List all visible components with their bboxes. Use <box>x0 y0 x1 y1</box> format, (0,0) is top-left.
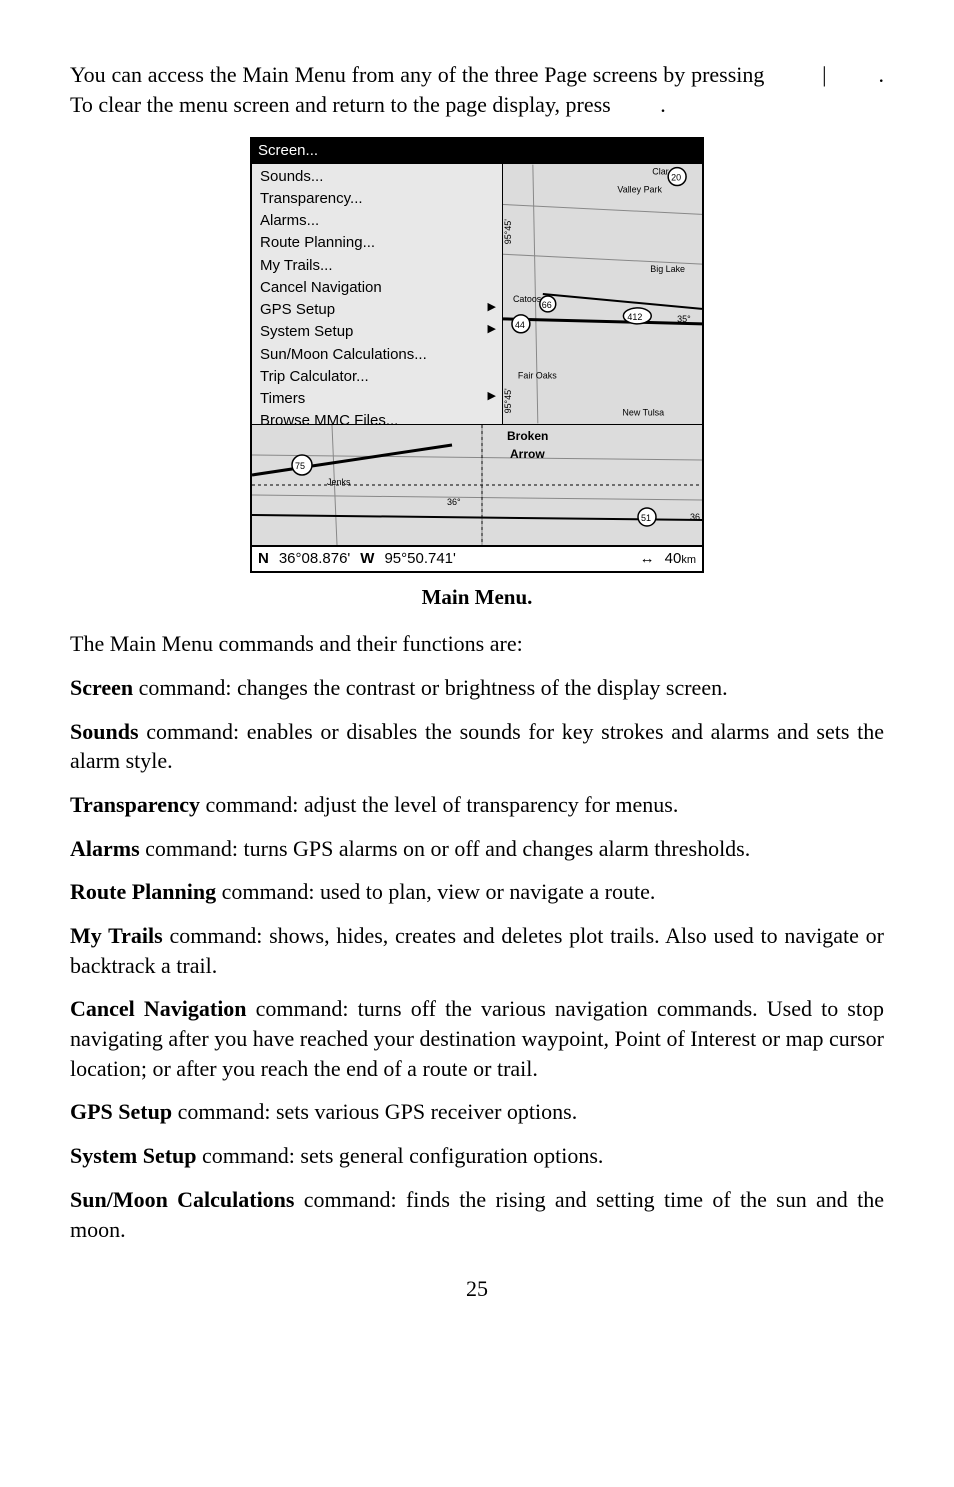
menu-item[interactable]: My Trails... <box>252 255 502 277</box>
status-unit: km <box>681 554 696 566</box>
cmd-system-name: System Setup <box>70 1143 197 1168</box>
svg-text:44: 44 <box>515 319 525 329</box>
svg-text:New Tulsa: New Tulsa <box>622 407 664 417</box>
menu-item[interactable]: Timers▶ <box>252 388 502 410</box>
menu-item[interactable]: Alarms... <box>252 210 502 232</box>
cmd-screen-name: Screen <box>70 675 133 700</box>
status-arrow-icon: ↔ <box>640 549 655 569</box>
menu-item[interactable]: Route Planning... <box>252 232 502 254</box>
svg-text:Broken: Broken <box>507 429 548 443</box>
svg-text:Fair Oaks: Fair Oaks <box>518 370 557 380</box>
body-intro: The Main Menu commands and their functio… <box>70 629 884 659</box>
cmd-cancel-name: Cancel Navigation <box>70 996 247 1021</box>
svg-text:Big Lake: Big Lake <box>650 264 685 274</box>
cmd-route: Route Planning command: used to plan, vi… <box>70 877 884 907</box>
intro-text-3b: . <box>660 92 666 117</box>
svg-text:Arrow: Arrow <box>510 447 545 461</box>
intro-text-3a: display, press <box>492 92 610 117</box>
statusbar: N 36°08.876' W 95°50.741' ↔ 40km <box>252 545 702 571</box>
intro-paragraph: You can access the Main Menu from any of… <box>70 60 884 119</box>
cmd-trails-desc: command: shows, hides, creates and delet… <box>70 923 884 978</box>
svg-text:20: 20 <box>671 172 681 182</box>
map-lower: Broken Arrow Jenks 75 51 36° 36 <box>252 424 702 545</box>
svg-text:36: 36 <box>690 512 700 522</box>
cmd-screen: Screen command: changes the contrast or … <box>70 673 884 703</box>
cmd-route-name: Route Planning <box>70 879 216 904</box>
screenshot-container: Screen... Sounds...Transparency...Alarms… <box>70 137 884 573</box>
cmd-trails: My Trails command: shows, hides, creates… <box>70 921 884 980</box>
menu-titlebar: Screen... <box>252 139 702 163</box>
cmd-gps: GPS Setup command: sets various GPS rece… <box>70 1097 884 1127</box>
menu-item[interactable]: GPS Setup▶ <box>252 299 502 321</box>
cmd-alarms: Alarms command: turns GPS alarms on or o… <box>70 834 884 864</box>
cmd-transparency-desc: command: adjust the level of transparenc… <box>200 792 678 817</box>
device-screenshot: Screen... Sounds...Transparency...Alarms… <box>250 137 704 573</box>
cmd-sounds-desc: command: enables or disables the sounds … <box>70 719 884 774</box>
cmd-sounds: Sounds command: enables or disables the … <box>70 717 884 776</box>
menu-item[interactable]: Sounds... <box>252 166 502 188</box>
cmd-gps-name: GPS Setup <box>70 1099 172 1124</box>
status-lat: 36°08.876' <box>279 549 350 569</box>
svg-text:36°: 36° <box>447 497 461 507</box>
cmd-sunmoon-name: Sun/Moon Calculations <box>70 1187 294 1212</box>
cmd-transparency: Transparency command: adjust the level o… <box>70 790 884 820</box>
submenu-arrow-icon: ▶ <box>488 389 496 404</box>
intro-text-2a: pressing <box>691 62 764 87</box>
status-w: W <box>360 549 374 569</box>
menu-item[interactable]: Cancel Navigation <box>252 277 502 299</box>
cmd-transparency-name: Transparency <box>70 792 200 817</box>
cmd-system-desc: command: sets general configuration opti… <box>197 1143 604 1168</box>
svg-text:Jenks: Jenks <box>327 477 351 487</box>
intro-text-1: You can access the Main Menu from any of… <box>70 62 685 87</box>
svg-text:66: 66 <box>542 300 552 310</box>
cmd-sunmoon: Sun/Moon Calculations command: finds the… <box>70 1185 884 1244</box>
menu-item[interactable]: Transparency... <box>252 188 502 210</box>
svg-text:Valley Park: Valley Park <box>617 184 662 194</box>
svg-text:35°: 35° <box>677 313 691 323</box>
menu-list: Sounds...Transparency...Alarms...Route P… <box>252 164 503 424</box>
page-number: 25 <box>70 1274 884 1304</box>
svg-text:95°45': 95°45' <box>503 388 513 413</box>
svg-text:75: 75 <box>295 461 305 471</box>
figure-caption: Main Menu. <box>70 583 884 611</box>
cmd-alarms-name: Alarms <box>70 836 140 861</box>
cmd-trails-name: My Trails <box>70 923 163 948</box>
svg-text:95°45': 95°45' <box>503 218 513 243</box>
menu-body: Sounds...Transparency...Alarms...Route P… <box>252 164 702 424</box>
cmd-alarms-desc: command: turns GPS alarms on or off and … <box>140 836 751 861</box>
cmd-system: System Setup command: sets general confi… <box>70 1141 884 1171</box>
submenu-arrow-icon: ▶ <box>488 300 496 315</box>
intro-text-2b: | <box>822 62 826 87</box>
menu-item[interactable]: System Setup▶ <box>252 321 502 343</box>
status-lon: 95°50.741' <box>384 549 455 569</box>
menu-item[interactable]: Trip Calculator... <box>252 366 502 388</box>
map-right: 20 Clar Valley Park Big Lake Catoosa 66 … <box>503 164 702 424</box>
cmd-route-desc: command: used to plan, view or navigate … <box>216 879 655 904</box>
svg-text:412: 412 <box>627 311 642 321</box>
submenu-arrow-icon: ▶ <box>488 322 496 337</box>
status-n: N <box>258 549 269 569</box>
svg-text:Clar: Clar <box>652 166 668 176</box>
cmd-gps-desc: command: sets various GPS receiver optio… <box>172 1099 577 1124</box>
svg-text:51: 51 <box>641 513 651 523</box>
status-dist: 40 <box>665 550 682 567</box>
cmd-cancel: Cancel Navigation command: turns off the… <box>70 994 884 1083</box>
menu-item[interactable]: Sun/Moon Calculations... <box>252 344 502 366</box>
cmd-sounds-name: Sounds <box>70 719 139 744</box>
cmd-screen-desc: command: changes the contrast or brightn… <box>133 675 727 700</box>
